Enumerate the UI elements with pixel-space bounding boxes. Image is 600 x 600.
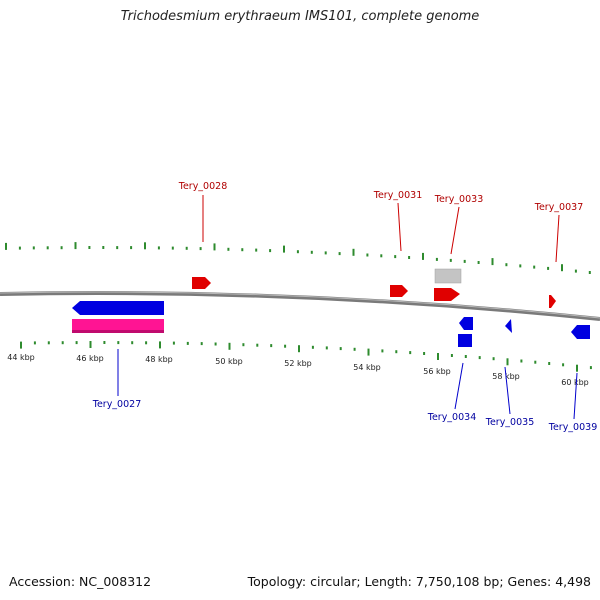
gene-tery-0028[interactable] <box>192 277 211 289</box>
gene-tery-0034-a[interactable] <box>459 317 473 330</box>
scale-label-48kbp: 48 kbp <box>145 355 173 364</box>
scale-label-52kbp: 52 kbp <box>284 359 312 368</box>
gene-label-tery-0037[interactable]: Tery_0037 <box>534 202 584 213</box>
lower-tick-row <box>20 341 592 372</box>
rna-gene-band-shadow <box>72 330 164 333</box>
gene-label-tery-0035[interactable]: Tery_0035 <box>485 417 535 428</box>
genome-backbone-highlight <box>0 291 600 319</box>
leader-line-tery-0031 <box>397 202 402 252</box>
accession-text: Accession: NC_008312 <box>9 574 152 589</box>
scale-label-60kbp: 60 kbp <box>561 378 589 387</box>
upper-tick-row <box>5 242 591 274</box>
genome-backbone <box>0 291 600 321</box>
scale-label-54kbp: 54 kbp <box>353 363 381 372</box>
gene-tery-0037[interactable] <box>549 295 556 308</box>
gene-label-tery-0034[interactable]: Tery_0034 <box>427 412 477 423</box>
leader-line-tery-0033 <box>450 206 460 255</box>
gene-tery-0031[interactable] <box>390 285 408 297</box>
leader-line-tery-0039 <box>573 372 578 420</box>
gene-tery-0027[interactable] <box>72 301 164 315</box>
scale-label-50kbp: 50 kbp <box>215 357 243 366</box>
genome-title: Trichodesmium erythraeum IMS101, complet… <box>120 9 480 24</box>
gene-label-tery-0031[interactable]: Tery_0031 <box>373 190 423 201</box>
scale-label-56kbp: 56 kbp <box>423 367 451 376</box>
gene-label-tery-0028[interactable]: Tery_0028 <box>178 181 228 192</box>
gene-tery-0039[interactable] <box>571 325 590 339</box>
gene-tery-0035[interactable] <box>505 319 512 333</box>
gene-tery-0033[interactable] <box>434 288 460 301</box>
scale-label-46kbp: 46 kbp <box>76 354 104 363</box>
gene-label-tery-0027[interactable]: Tery_0027 <box>92 399 142 410</box>
gene-label-tery-0033[interactable]: Tery_0033 <box>434 194 484 205</box>
leader-line-tery-0037 <box>555 214 560 263</box>
topology-length-genes-text: Topology: circular; Length: 7,750,108 bp… <box>247 574 591 589</box>
gene-label-tery-0039[interactable]: Tery_0039 <box>548 422 598 433</box>
leader-line-tery-0034 <box>454 362 464 410</box>
leader-line-tery-0035 <box>504 366 511 415</box>
gene-tery-0033-partner[interactable] <box>434 268 462 284</box>
gene-tery-0034-b[interactable] <box>458 334 472 347</box>
scale-label-44kbp: 44 kbp <box>7 353 35 362</box>
rna-gene-band[interactable] <box>72 319 164 333</box>
